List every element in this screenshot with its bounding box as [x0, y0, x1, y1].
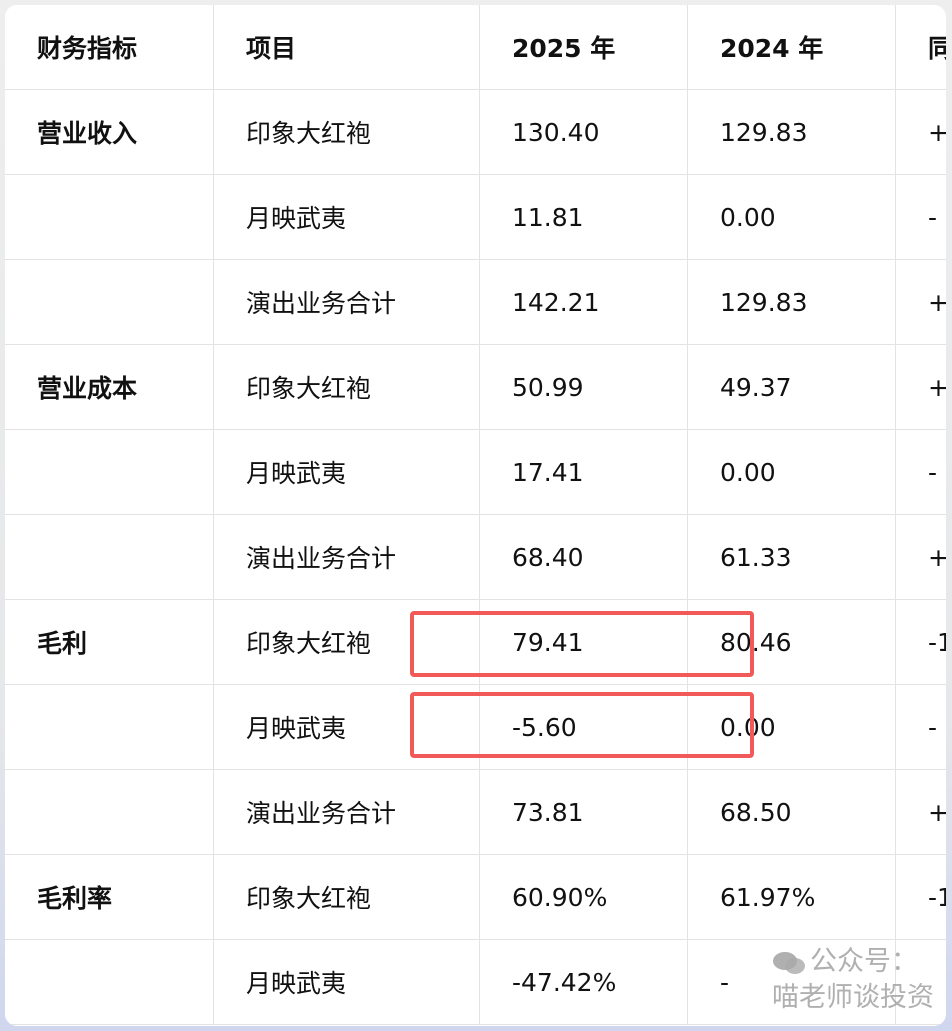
- metric-cell: 营业收入: [5, 89, 214, 175]
- value-2024-cell: 61.33: [687, 514, 896, 600]
- metric-cell: [5, 174, 214, 260]
- table-header-row: 财务指标 项目 2025 年 2024 年 同比变动: [5, 5, 946, 90]
- financial-table-card: 财务指标 项目 2025 年 2024 年 同比变动 营业收入印象大红袍130.…: [5, 5, 946, 1026]
- financial-table: 财务指标 项目 2025 年 2024 年 同比变动 营业收入印象大红袍130.…: [5, 5, 946, 1025]
- value-2024-cell: 0.00: [687, 429, 896, 515]
- yoy-change-cell: +11.53%: [895, 514, 946, 600]
- highlight-box-gross-profit-yywy: [410, 692, 754, 758]
- item-cell: 演出业务合计: [213, 769, 480, 855]
- value-2025-cell: 68.40: [479, 514, 688, 600]
- watermark: 公众号：喵老师谈投资: [772, 944, 944, 1016]
- yoy-change-cell: +7.75%: [895, 769, 946, 855]
- yoy-change-cell: -: [895, 684, 946, 770]
- item-cell: 月映武夷: [213, 939, 480, 1025]
- yoy-change-cell: -1.30%: [895, 599, 946, 685]
- yoy-change-cell: -1.07pct: [895, 854, 946, 940]
- watermark-text: 公众号：喵老师谈投资: [772, 946, 934, 1013]
- value-2025-cell: 50.99: [479, 344, 688, 430]
- value-2025-cell: 60.90%: [479, 854, 688, 940]
- yoy-change-cell: +0.44%: [895, 89, 946, 175]
- item-cell: 月映武夷: [213, 174, 480, 260]
- table-row: 月映武夷 11.81 0.00-: [5, 174, 946, 260]
- item-cell: 演出业务合计: [213, 514, 480, 600]
- table-row: 月映武夷 17.41 0.00-: [5, 429, 946, 515]
- value-2025-cell: 142.21: [479, 259, 688, 345]
- value-2025-cell: 73.81: [479, 769, 688, 855]
- item-cell: 月映武夷: [213, 429, 480, 515]
- header-item: 项目: [213, 5, 480, 90]
- wechat-icon: [773, 951, 805, 974]
- value-2024-cell: 0.00: [687, 174, 896, 260]
- value-2024-cell: 129.83: [687, 89, 896, 175]
- highlight-box-gross-profit-dhp: [410, 611, 754, 677]
- yoy-change-cell: [895, 939, 946, 1025]
- item-cell: 演出业务合计: [213, 259, 480, 345]
- metric-cell: [5, 684, 214, 770]
- metric-cell: [5, 259, 214, 345]
- item-cell: 印象大红袍: [213, 344, 480, 430]
- header-metric: 财务指标: [5, 5, 214, 90]
- metric-cell: [5, 769, 214, 855]
- item-cell: 印象大红袍: [213, 89, 480, 175]
- header-2025: 2025 年: [479, 5, 688, 90]
- metric-cell: [5, 429, 214, 515]
- yoy-change-cell: +9.54%: [895, 259, 946, 345]
- table-row: 月映武夷 -47.42% -: [5, 939, 946, 1025]
- value-2025-cell: 130.40: [479, 89, 688, 175]
- header-2024: 2024 年: [687, 5, 896, 90]
- metric-cell: [5, 514, 214, 600]
- value-2025-cell: 17.41: [479, 429, 688, 515]
- value-2024-cell: 129.83: [687, 259, 896, 345]
- value-2024-cell: 49.37: [687, 344, 896, 430]
- table-row: 月映武夷 -5.60 0.00-: [5, 684, 946, 770]
- value-2025-cell: 11.81: [479, 174, 688, 260]
- value-2024-cell: 61.97%: [687, 854, 896, 940]
- metric-cell: [5, 939, 214, 1025]
- value-2025-cell: -47.42%: [479, 939, 688, 1025]
- metric-cell: 营业成本: [5, 344, 214, 430]
- yoy-change-cell: +3.28%: [895, 344, 946, 430]
- header-yoy: 同比变动: [895, 5, 946, 90]
- metric-cell: 毛利率: [5, 854, 214, 940]
- item-cell: 印象大红袍: [213, 854, 480, 940]
- value-2024-cell: 68.50: [687, 769, 896, 855]
- item-cell: 印象大红袍: [213, 599, 480, 685]
- yoy-change-cell: -: [895, 429, 946, 515]
- metric-cell: 毛利: [5, 599, 214, 685]
- yoy-change-cell: -: [895, 174, 946, 260]
